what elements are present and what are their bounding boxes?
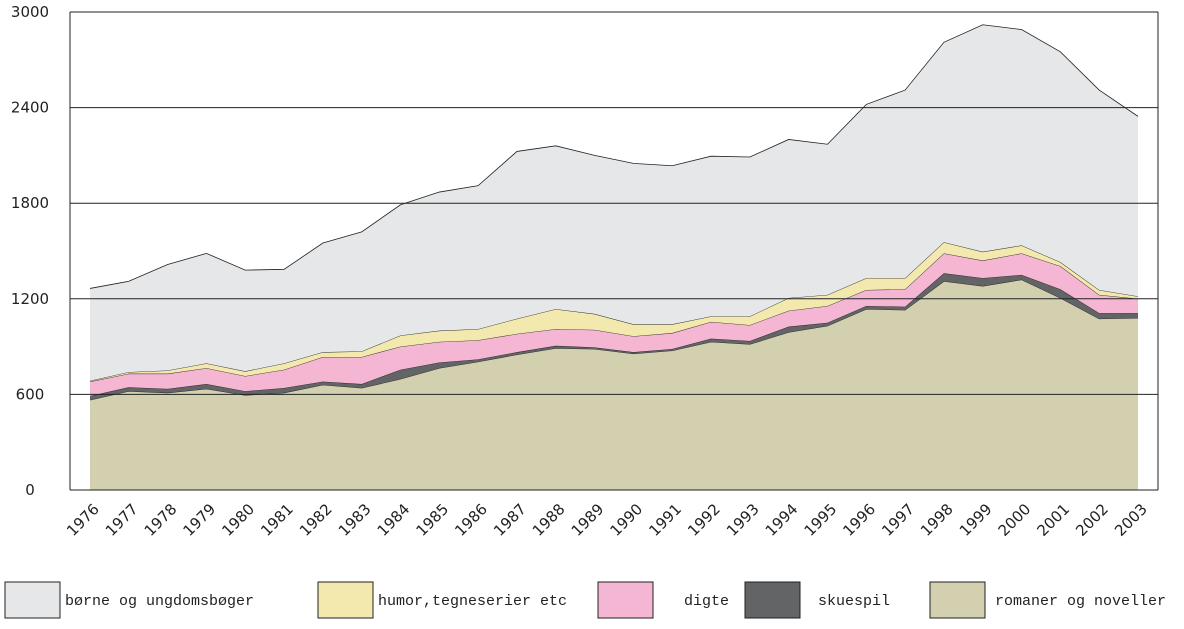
x-tick-label: 1989 [568, 500, 608, 540]
y-tick-label: 600 [16, 385, 45, 403]
x-tick-label: 1984 [374, 500, 414, 540]
x-tick-label: 1977 [102, 500, 142, 540]
area [90, 273, 1138, 400]
legend-label: digte [684, 593, 729, 610]
x-tick-label: 1985 [412, 500, 452, 540]
y-tick-label: 2400 [11, 99, 49, 117]
x-tick-label: 1995 [801, 500, 841, 540]
area-edge [89, 24, 1139, 289]
area [90, 242, 1138, 382]
legend-swatch [744, 581, 801, 619]
x-tick-label: 1983 [335, 500, 375, 540]
y-tick-label: 1800 [11, 194, 49, 212]
y-tick-label: 3000 [11, 3, 49, 21]
y-tick-label: 1200 [11, 290, 49, 308]
legend-label: humor,tegneserier etc [378, 593, 567, 610]
x-tick-label: 1993 [723, 500, 763, 540]
x-tick-label: 1996 [839, 500, 879, 540]
x-tick-label: 1997 [878, 500, 918, 540]
x-tick-label: 1976 [63, 500, 103, 540]
x-tick-label: 1998 [917, 500, 957, 540]
x-tick-label: 1992 [684, 500, 724, 540]
x-tick-label: 1994 [762, 500, 802, 540]
area [90, 253, 1138, 396]
area [90, 279, 1138, 490]
x-tick-label: 1987 [490, 500, 530, 540]
x-tick-label: 1991 [645, 500, 685, 540]
x-tick-label: 1980 [218, 500, 258, 540]
legend-label: børne og ungdomsbøger [65, 593, 254, 610]
x-tick-label: 2002 [1072, 500, 1112, 540]
x-tick-label: 1979 [180, 500, 220, 540]
x-tick-label: 1981 [257, 500, 297, 540]
y-tick-label: 0 [25, 481, 35, 499]
legend-swatch [597, 581, 654, 619]
x-tick-label: 1988 [529, 500, 569, 540]
legend-swatch [4, 581, 61, 619]
legend-swatch [317, 581, 374, 619]
x-tick-label: 2003 [1111, 500, 1151, 540]
x-tick-label: 1999 [956, 500, 996, 540]
x-tick-label: 1990 [607, 500, 647, 540]
x-tick-label: 1982 [296, 500, 336, 540]
x-tick-label: 1986 [451, 500, 491, 540]
x-tick-label: 2000 [995, 500, 1035, 540]
legend-label: skuespil [818, 593, 890, 610]
legend-swatch [929, 581, 986, 619]
x-tick-label: 2001 [1033, 500, 1073, 540]
x-tick-label: 1978 [141, 500, 181, 540]
legend-label: romaner og noveller [995, 593, 1166, 610]
